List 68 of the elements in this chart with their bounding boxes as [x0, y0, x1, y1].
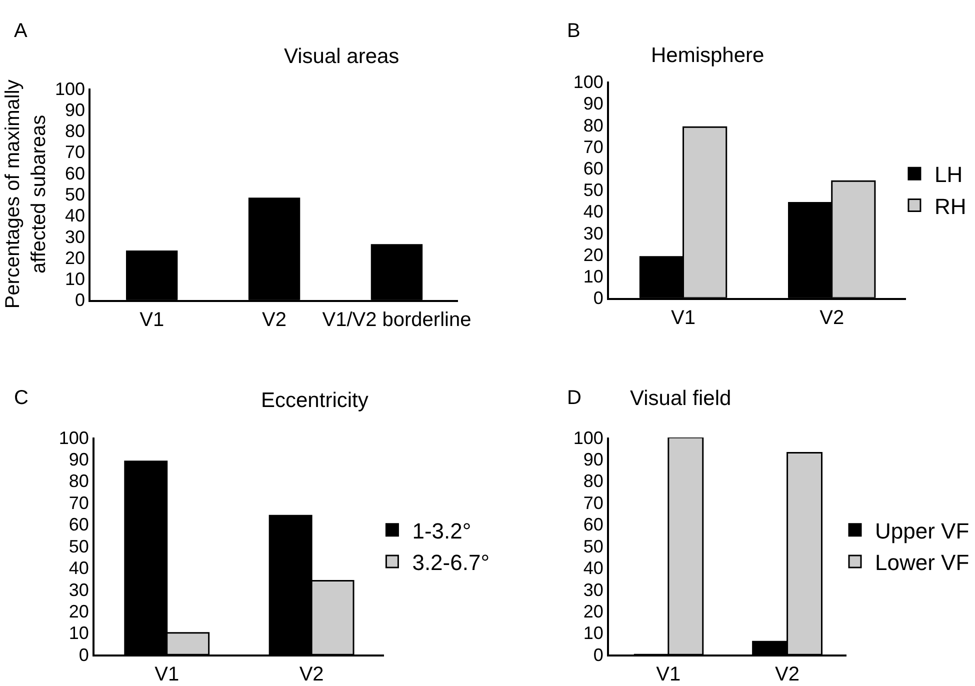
y-tick-label: 100 — [573, 428, 604, 448]
y-tick-label: 30 — [68, 580, 89, 600]
x-tick-label: V2 — [820, 306, 844, 329]
x-tick-label: V1 — [154, 664, 180, 686]
x-tick-label: V2 — [775, 664, 800, 686]
y-tick-label: 100 — [58, 428, 89, 448]
text: D — [567, 387, 582, 409]
text: C — [14, 387, 28, 409]
y-tick-label: 60 — [64, 163, 86, 184]
x-tick-label: V1/V2 borderline — [322, 308, 472, 331]
y-tick-label: 60 — [68, 514, 89, 535]
y-tick-label: 0 — [78, 644, 89, 665]
y-tick-label: 20 — [68, 602, 89, 622]
y-tick-label: 80 — [68, 471, 89, 492]
y-tick-label: 10 — [583, 623, 604, 644]
y-tick-label: 50 — [68, 536, 89, 556]
legend-label: Upper VF — [875, 518, 970, 544]
y-tick-label: 40 — [583, 202, 604, 222]
y-tick-label: 60 — [583, 158, 604, 179]
y-tick-label: 50 — [583, 536, 604, 556]
y-tick-label: 20 — [583, 602, 604, 622]
legend-label: 1-3.2° — [412, 518, 472, 544]
y-tick-label: 80 — [583, 115, 604, 136]
text: B — [567, 20, 580, 42]
chart-title: Hemisphere — [651, 44, 764, 67]
y-tick-label: 0 — [593, 644, 604, 665]
y-tick-label: 50 — [64, 184, 86, 204]
legend-label: 3.2-6.7° — [412, 550, 490, 576]
chart-title: Visual areas — [284, 45, 400, 68]
y-tick-label: 10 — [64, 269, 86, 290]
x-tick-label: V2 — [299, 664, 324, 686]
x-tick-label: V1 — [671, 306, 696, 329]
y-tick-label: 90 — [68, 450, 89, 470]
y-tick-label: 20 — [64, 248, 86, 268]
y-tick-label: 40 — [583, 558, 604, 578]
x-tick-label: V2 — [262, 308, 287, 331]
y-tick-label: 90 — [583, 94, 604, 114]
y-tick-label: 70 — [583, 136, 604, 157]
y-tick-label: 80 — [583, 471, 604, 492]
y-tick-label: 30 — [583, 223, 604, 244]
y-tick-label: 10 — [68, 623, 89, 644]
y-tick-label: 10 — [583, 266, 604, 287]
y-tick-label: 30 — [583, 580, 604, 600]
y-tick-label: 50 — [583, 180, 604, 200]
chart-title: Visual field — [630, 387, 732, 410]
y-axis-title: Percentages of maximally affected subareas — [2, 80, 50, 309]
y-tick-label: 60 — [583, 514, 604, 535]
y-tick-label: 100 — [573, 72, 604, 92]
legend-label: RH — [934, 194, 966, 219]
y-tick-label: 70 — [64, 142, 86, 162]
y-tick-label: 70 — [583, 492, 604, 513]
y-tick-label: 0 — [593, 288, 604, 308]
text: A — [14, 20, 28, 42]
y-tick-label: 90 — [583, 450, 604, 470]
y-tick-label: 80 — [64, 121, 86, 142]
y-tick-label: 70 — [68, 492, 89, 513]
legend-label: LH — [934, 162, 963, 188]
x-tick-label: V1 — [656, 664, 681, 686]
y-tick-label: 100 — [54, 78, 86, 99]
y-tick-label: 40 — [64, 206, 86, 226]
legend-label: Lower VF — [875, 550, 970, 576]
x-tick-label: V1 — [140, 308, 164, 331]
y-tick-label: 40 — [68, 558, 89, 578]
y-tick-label: 0 — [75, 290, 86, 310]
y-tick-label: 30 — [64, 226, 86, 247]
chart-title: Eccentricity — [261, 389, 369, 412]
y-tick-label: 20 — [583, 244, 604, 265]
y-tick-label: 90 — [64, 100, 86, 120]
